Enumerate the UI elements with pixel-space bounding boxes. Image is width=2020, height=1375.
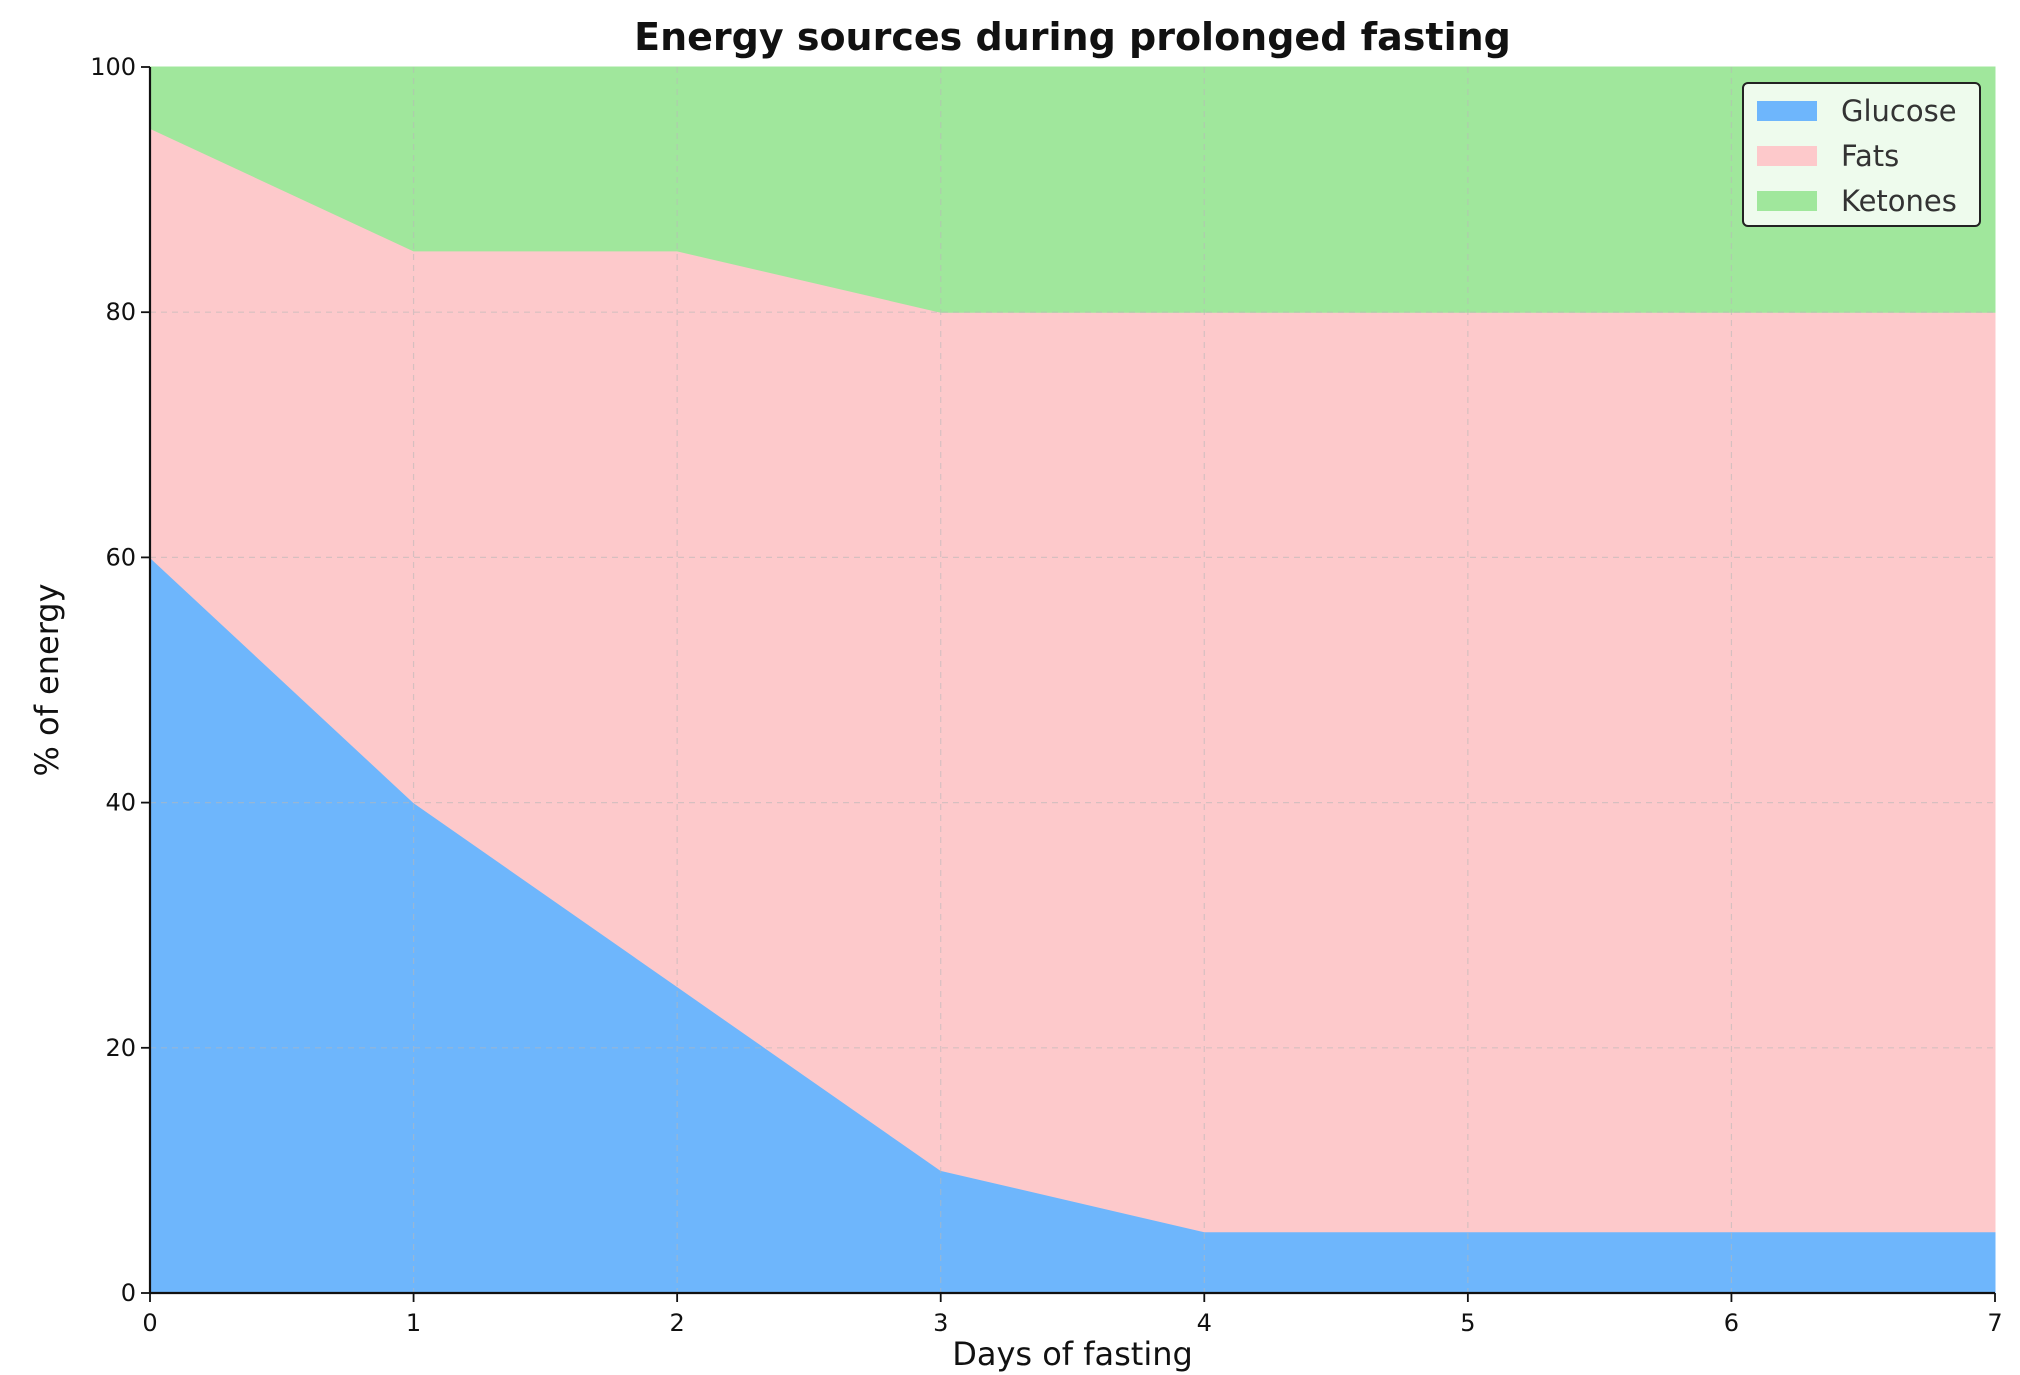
legend-label-ketones: Ketones bbox=[1841, 184, 1957, 218]
axes bbox=[148, 67, 1995, 1295]
x-tick-label-6: 6 bbox=[1724, 1309, 1739, 1337]
y-tick-label-5: 100 bbox=[90, 53, 136, 81]
y-tick-label-0: 0 bbox=[121, 1279, 136, 1307]
x-tick-label-2: 2 bbox=[670, 1309, 685, 1337]
x-axis-ticks: 0 1 2 3 4 5 6 7 bbox=[142, 1293, 2003, 1337]
x-tick-label-3: 3 bbox=[933, 1309, 948, 1337]
y-tick-label-4: 80 bbox=[105, 298, 136, 326]
y-axis-ticks: 0 20 40 60 80 100 bbox=[90, 53, 150, 1307]
area-ketones bbox=[149, 66, 1996, 313]
legend-label-glucose: Glucose bbox=[1841, 94, 1957, 128]
x-tick-label-0: 0 bbox=[142, 1309, 157, 1337]
chart-title: Energy sources during prolonged fasting bbox=[634, 15, 1511, 59]
y-tick-label-3: 60 bbox=[105, 543, 136, 571]
x-tick-label-5: 5 bbox=[1460, 1309, 1475, 1337]
legend-label-fats: Fats bbox=[1841, 139, 1899, 173]
legend-swatch-ketones bbox=[1757, 191, 1817, 211]
x-tick-label-4: 4 bbox=[1197, 1309, 1212, 1337]
legend-swatch-glucose bbox=[1757, 101, 1817, 121]
x-axis-label: Days of fasting bbox=[952, 1335, 1193, 1373]
x-tick-label-7: 7 bbox=[1987, 1309, 2002, 1337]
y-tick-label-2: 40 bbox=[105, 789, 136, 817]
legend: Glucose Fats Ketones bbox=[1742, 82, 1981, 227]
y-tick-label-1: 20 bbox=[105, 1034, 136, 1062]
legend-swatch-fats bbox=[1757, 146, 1817, 166]
x-tick-label-1: 1 bbox=[406, 1309, 421, 1337]
y-axis-label: % of energy bbox=[28, 583, 66, 776]
area-layers bbox=[149, 66, 1996, 1294]
